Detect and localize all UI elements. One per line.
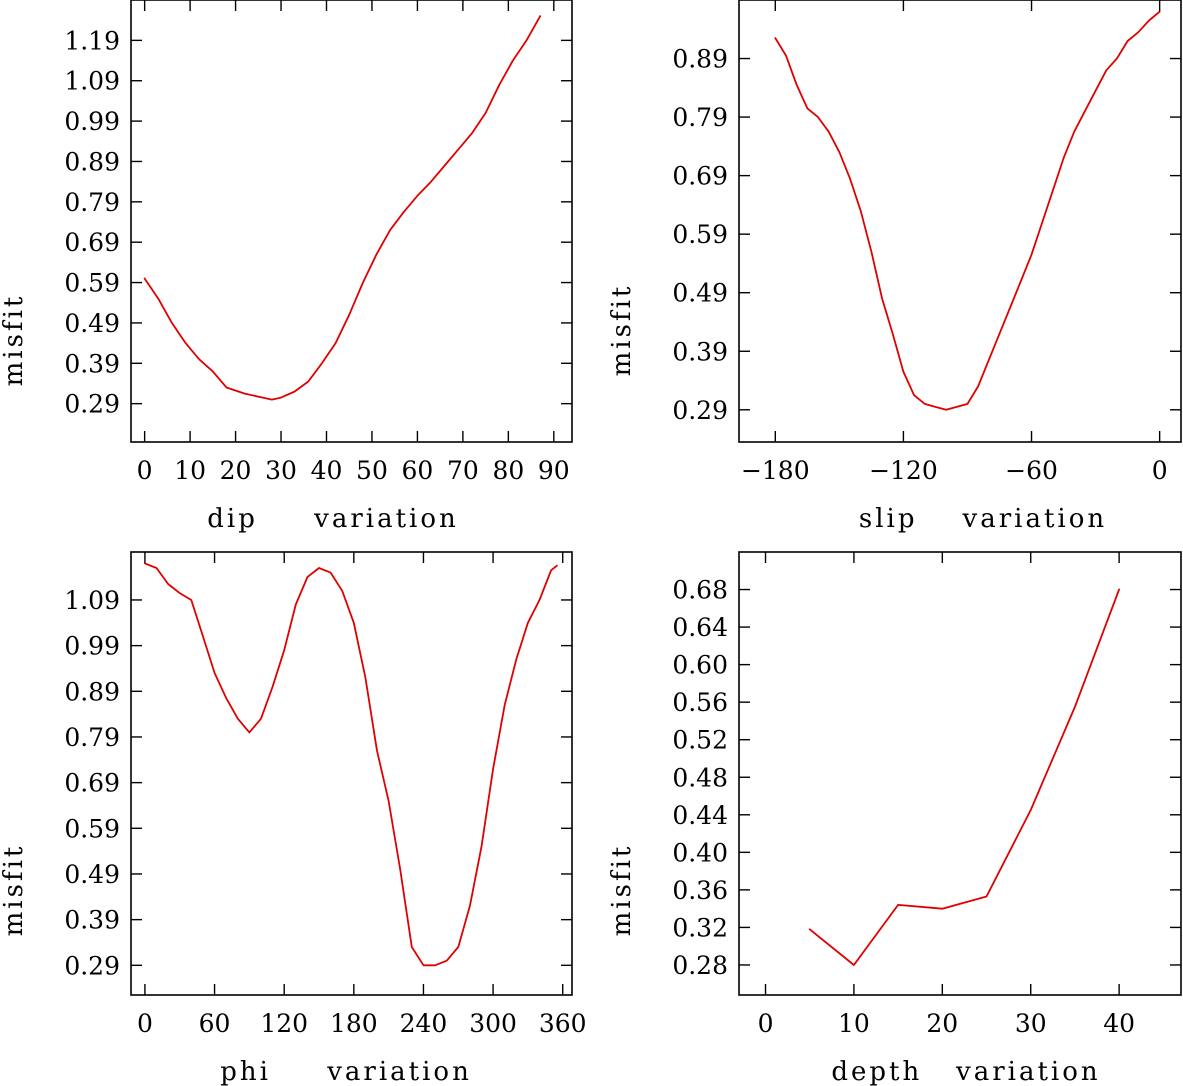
slip-y-axis-title: misfit — [607, 284, 637, 377]
slip-y-tick-label: 0.89 — [672, 45, 728, 74]
phi-x-tick-label: 120 — [260, 1009, 308, 1038]
phi-x-tick-label: 60 — [199, 1009, 231, 1038]
slip-x-tick-label: −60 — [1005, 456, 1058, 485]
dip-y-tick-label: 0.99 — [64, 107, 120, 136]
dip-y-axis-title: misfit — [0, 294, 29, 387]
depth-x-axis-title: depth variation — [831, 1057, 1100, 1086]
depth-y-tick-label: 0.32 — [672, 913, 728, 942]
dip-x-tick-label: 30 — [265, 456, 297, 485]
phi-x-tick-label: 0 — [137, 1009, 153, 1038]
dip-x-tick-label: 80 — [492, 456, 524, 485]
slip-x-tick-label: −180 — [741, 456, 810, 485]
depth-x-tick-label: 30 — [1015, 1009, 1047, 1038]
depth-y-tick-label: 0.56 — [672, 688, 728, 717]
dip-x-tick-label: 10 — [174, 456, 206, 485]
slip-misfit-line — [774, 10, 1161, 411]
phi-y-tick-label: 1.09 — [64, 586, 120, 615]
dip-x-tick-label: 20 — [220, 456, 252, 485]
dip-x-axis-title: dip variation — [207, 504, 459, 534]
depth-y-tick-label: 0.44 — [672, 801, 728, 830]
phi-y-tick-label: 0.99 — [64, 632, 120, 661]
slip-y-tick-label: 0.59 — [672, 220, 728, 249]
slip-y-tick-label: 0.29 — [672, 396, 728, 425]
depth-x-tick-label: 10 — [838, 1009, 870, 1038]
dip-y-tick-label: 0.29 — [64, 390, 120, 419]
depth-panel: 0 10 20 30 40 0.28 0.32 0.36 0.40 0.44 0.48 0.52 0.… — [607, 551, 1182, 1086]
dip-plot-frame — [130, 0, 573, 443]
phi-plot-frame — [130, 551, 573, 996]
depth-y-tick-label: 0.68 — [672, 576, 728, 605]
phi-x-tick-label: 300 — [469, 1009, 517, 1038]
slip-x-tick-label: −120 — [869, 456, 938, 485]
depth-y-tick-label: 0.64 — [672, 613, 728, 642]
dip-panel: 0 10 20 30 40 50 60 70 80 90 0.29 0.39 0.49 0.59 0.69… — [0, 0, 573, 534]
depth-x-tick-label: 40 — [1103, 1009, 1135, 1038]
depth-misfit-line — [808, 588, 1120, 966]
slip-y-tick-label: 0.69 — [672, 162, 728, 191]
depth-y-tick-label: 0.28 — [672, 951, 728, 980]
slip-y-tick-label: 0.79 — [672, 103, 728, 132]
dip-y-tick-label: 0.69 — [64, 228, 120, 257]
depth-y-tick-label: 0.40 — [672, 838, 728, 867]
slip-x-tick-label: 0 — [1152, 456, 1168, 485]
depth-y-axis-title: misfit — [607, 844, 637, 937]
phi-x-tick-label: 180 — [330, 1009, 378, 1038]
dip-y-tick-label: 0.49 — [64, 309, 120, 338]
depth-y-tick-label: 0.52 — [672, 726, 728, 755]
phi-panel: 0 60 120 180 240 300 360 0.29 0.39 0.49 0.59 0.69 0… — [0, 551, 587, 1086]
depth-y-tick-label: 0.36 — [672, 876, 728, 905]
phi-y-tick-label: 0.69 — [64, 769, 120, 798]
dip-x-tick-label: 90 — [538, 456, 570, 485]
dip-y-tick-label: 0.59 — [64, 269, 120, 298]
phi-y-tick-label: 0.89 — [64, 677, 120, 706]
dip-x-tick-label: 50 — [356, 456, 388, 485]
phi-y-tick-label: 0.59 — [64, 814, 120, 843]
depth-x-tick-label: 20 — [926, 1009, 958, 1038]
depth-y-tick-label: 0.48 — [672, 763, 728, 792]
phi-y-tick-label: 0.39 — [64, 906, 120, 935]
dip-y-tick-label: 0.39 — [64, 349, 120, 378]
dip-misfit-line — [143, 15, 542, 401]
slip-y-tick-label: 0.49 — [672, 279, 728, 308]
depth-x-tick-label: 0 — [758, 1009, 774, 1038]
dip-x-tick-label: 0 — [137, 456, 153, 485]
phi-y-tick-label: 0.29 — [64, 951, 120, 980]
slip-y-tick-label: 0.39 — [672, 337, 728, 366]
slip-plot-frame — [738, 0, 1182, 443]
phi-x-tick-label: 360 — [539, 1009, 587, 1038]
phi-y-tick-label: 0.79 — [64, 723, 120, 752]
phi-y-axis-title: misfit — [0, 844, 29, 937]
phi-x-tick-label: 240 — [400, 1009, 448, 1038]
phi-x-axis-title: phi variation — [220, 1057, 472, 1086]
dip-y-tick-label: 1.19 — [64, 26, 120, 55]
slip-x-axis-title: slip variation — [859, 504, 1107, 534]
dip-x-tick-label: 60 — [402, 456, 434, 485]
depth-y-tick-label: 0.60 — [672, 651, 728, 680]
dip-y-tick-label: 1.09 — [64, 67, 120, 96]
dip-y-tick-label: 0.79 — [64, 188, 120, 217]
dip-y-tick-label: 0.89 — [64, 147, 120, 176]
dip-x-tick-label: 40 — [311, 456, 343, 485]
phi-y-tick-label: 0.49 — [64, 860, 120, 889]
dip-x-tick-label: 70 — [447, 456, 479, 485]
slip-panel: −180 −120 −60 0 0.29 0.39 0.49 0.59 0.69 0.79 0.8… — [607, 0, 1182, 534]
depth-plot-frame — [738, 551, 1182, 996]
phi-misfit-line — [143, 562, 558, 967]
